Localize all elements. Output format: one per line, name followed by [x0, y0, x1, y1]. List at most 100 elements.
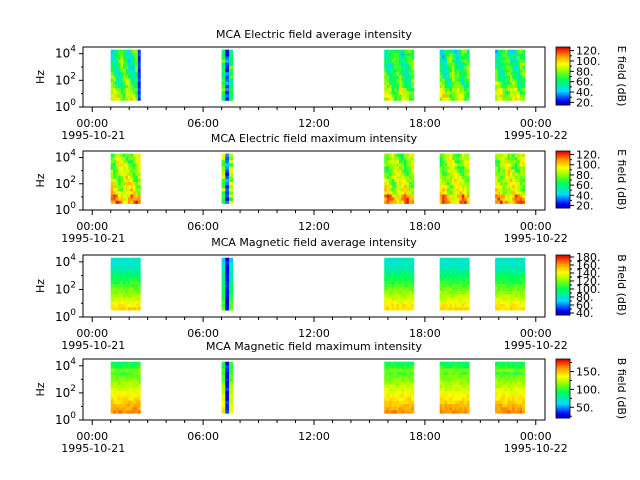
heatmap-cell: [439, 197, 443, 201]
heatmap-cell: [507, 400, 511, 404]
heatmap-cell: [396, 371, 400, 375]
heatmap-cell: [384, 403, 388, 408]
heatmap-cell: [459, 374, 463, 379]
heatmap-cell: [408, 81, 412, 85]
heatmap-cell: [399, 264, 402, 268]
heatmap-cell: [509, 270, 513, 275]
heatmap-cell: [384, 364, 388, 369]
heatmap-cell: [522, 270, 526, 275]
heatmap-cell: [125, 187, 129, 192]
heatmap-cell: [386, 62, 390, 66]
heatmap-cell: [396, 368, 400, 372]
heatmap-cell: [399, 368, 402, 372]
colorbar-swatch: [556, 394, 570, 397]
heatmap-cell: [447, 303, 450, 308]
heatmap-cell: [132, 49, 136, 54]
heatmap-cell: [399, 277, 402, 282]
heatmap-cell: [110, 52, 114, 57]
heatmap-cell: [449, 270, 453, 275]
heatmap-cell: [439, 387, 443, 392]
heatmap-cell: [495, 283, 498, 288]
heatmap-cell: [399, 94, 402, 98]
heatmap-cell: [461, 303, 465, 308]
heatmap-cell: [447, 178, 450, 183]
heatmap-cell: [135, 303, 139, 308]
heatmap-cell: [504, 181, 508, 186]
heatmap-cell: [411, 62, 415, 66]
heatmap-cell: [115, 287, 119, 291]
heatmap-cell: [396, 159, 400, 164]
heatmap-cell: [403, 172, 407, 176]
heatmap-cell: [135, 377, 139, 382]
heatmap-cell: [399, 166, 402, 170]
heatmap-cell: [125, 75, 129, 79]
heatmap-cell: [444, 264, 448, 268]
heatmap-cell: [454, 361, 458, 366]
heatmap-cell: [464, 87, 468, 92]
heatmap-cell: [464, 78, 468, 82]
heatmap-cell: [394, 384, 397, 388]
heatmap-cell: [456, 410, 460, 414]
colorbar-swatch: [556, 83, 570, 86]
heatmap-cell: [389, 267, 393, 272]
heatmap-cell: [401, 178, 405, 183]
colorbar-swatch: [556, 288, 570, 290]
heatmap-cell: [454, 159, 458, 164]
heatmap-cell: [221, 381, 226, 385]
heatmap-cell: [447, 264, 450, 268]
heatmap-cell: [454, 393, 458, 398]
heatmap-cell: [221, 172, 226, 176]
heatmap-cell: [125, 190, 129, 195]
heatmap-cell: [411, 181, 415, 186]
heatmap-cell: [115, 84, 119, 89]
heatmap-cell: [135, 94, 139, 98]
heatmap-cell: [137, 274, 141, 278]
y-tick-exp: 4: [70, 253, 76, 263]
heatmap-cell: [466, 364, 470, 369]
heatmap-cell: [456, 87, 460, 92]
heatmap-cell: [444, 287, 448, 291]
heatmap-cell: [386, 384, 390, 388]
heatmap-cell: [406, 166, 410, 170]
heatmap-cell: [118, 280, 121, 285]
heatmap-cell: [225, 178, 230, 183]
heatmap-cell: [399, 84, 402, 89]
heatmap-cell: [442, 94, 445, 98]
heatmap-cell: [132, 371, 136, 375]
heatmap-cell: [507, 406, 511, 411]
heatmap-cell: [130, 274, 134, 278]
heatmap-cell: [411, 68, 415, 73]
heatmap-cell: [406, 377, 410, 382]
heatmap-cell: [444, 90, 448, 95]
heatmap-cell: [517, 59, 521, 63]
heatmap-cell: [120, 190, 124, 195]
heatmap-cell: [113, 297, 117, 301]
heatmap-cell: [113, 49, 117, 54]
heatmap-cell: [517, 374, 521, 379]
heatmap-cell: [451, 175, 455, 179]
heatmap-cell: [225, 390, 230, 395]
heatmap-cell: [396, 384, 400, 388]
heatmap-cell: [408, 190, 412, 195]
colorbar-swatch: [556, 378, 570, 381]
heatmap-cell: [442, 280, 445, 285]
heatmap-cell: [504, 377, 508, 382]
heatmap-cell: [447, 184, 450, 189]
heatmap-cell: [389, 280, 393, 285]
colorbar-swatch: [556, 73, 570, 76]
heatmap-cell: [456, 68, 460, 73]
heatmap-cell: [408, 374, 412, 379]
heatmap-cell: [466, 406, 470, 411]
heatmap-cell: [519, 300, 523, 304]
colorbar-swatch: [556, 297, 570, 299]
heatmap-cell: [399, 397, 402, 401]
heatmap-cell: [497, 303, 501, 308]
heatmap-cell: [118, 267, 121, 272]
heatmap-cell: [399, 156, 402, 161]
heatmap-cell: [507, 187, 511, 192]
heatmap-cell: [466, 293, 470, 298]
heatmap-cell: [514, 65, 518, 70]
heatmap-cell: [439, 297, 443, 301]
heatmap-cell: [389, 303, 393, 308]
heatmap-cell: [399, 283, 402, 288]
